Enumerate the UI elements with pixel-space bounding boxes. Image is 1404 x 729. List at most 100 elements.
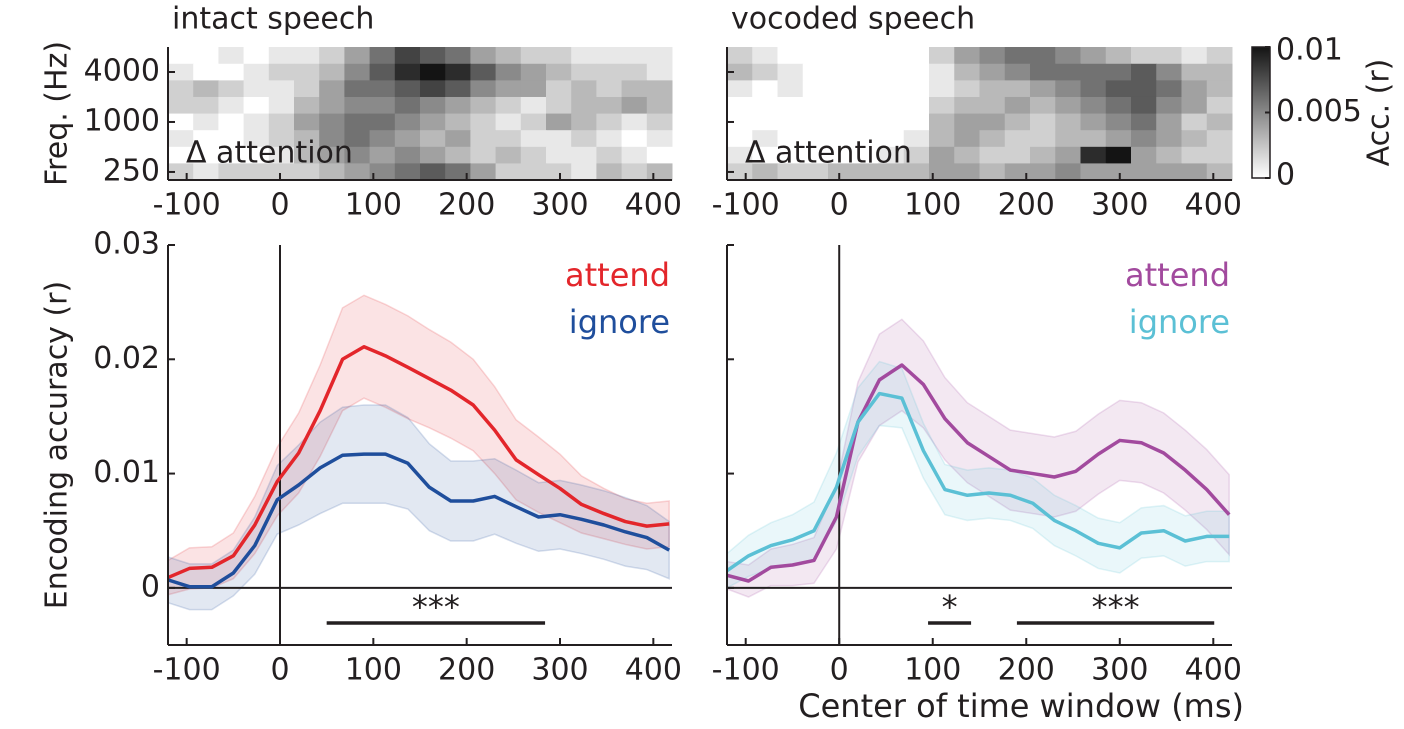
x-tick-label: 400: [1185, 188, 1242, 223]
heatmap-cell: [954, 80, 980, 98]
heatmap-cell: [853, 113, 879, 131]
heatmap-cell: [520, 146, 547, 164]
heatmap-cell: [394, 80, 421, 98]
heatmap-cell: [1105, 47, 1132, 65]
heatmap-cell: [495, 163, 522, 181]
heatmap-cell: [1030, 96, 1056, 115]
error-band: [167, 404, 670, 611]
heatmap-cell: [420, 163, 446, 181]
heatmap-cell: [621, 113, 648, 131]
heatmap-cell: [168, 63, 194, 81]
heatmap-cell: [1131, 130, 1157, 148]
heatmap-cell: [1131, 96, 1157, 115]
heatmap-cell: [1181, 80, 1208, 98]
heatmap-cell: [243, 113, 270, 131]
heatmap-cell: [319, 96, 345, 115]
heatmap-cell: [1055, 96, 1081, 115]
heatmap-cell: [752, 63, 778, 81]
x-tick-label: 100: [904, 188, 961, 223]
heatmap-cell: [218, 113, 245, 131]
y-axis-label: Freq. (Hz): [40, 41, 75, 186]
colorbar-tick-label: 0.005: [1276, 94, 1362, 129]
heatmap-cell: [954, 47, 980, 65]
heatmap-cell: [777, 96, 804, 115]
heatmap-cell: [294, 113, 320, 131]
heatmap-cell: [621, 80, 648, 98]
legend-entry: attend: [1125, 256, 1230, 294]
legend-entry: attend: [565, 256, 670, 294]
heatmap-cell: [777, 163, 804, 181]
heatmap-cell: [929, 47, 955, 65]
heatmap-cell: [394, 113, 421, 131]
heatmap-cell: [369, 130, 396, 148]
heatmap-cell: [1156, 47, 1182, 65]
y-tick-label: 4000: [84, 53, 160, 88]
x-tick-label: 100: [345, 188, 402, 223]
heatmap-cell: [344, 113, 371, 131]
heatmap-cell: [268, 146, 295, 164]
colorbar-tick-label: 0.01: [1276, 33, 1343, 68]
heatmap-cell: [1131, 113, 1157, 131]
heatmap-cell: [369, 113, 396, 131]
heatmap-cell: [646, 96, 673, 115]
heatmap-cell: [445, 146, 471, 164]
heatmap-cell: [979, 163, 1006, 181]
heatmap-cell: [727, 80, 753, 98]
y-tick-label: 0.03: [93, 227, 160, 262]
heatmap-cell: [420, 63, 446, 81]
heatmap-cell: [344, 130, 371, 148]
heatmap-cell: [828, 163, 854, 181]
heatmap-cell: [1055, 113, 1081, 131]
heatmap-cell: [596, 113, 623, 131]
heatmap-cell: [1030, 80, 1056, 98]
heatmap-cell: [420, 47, 446, 65]
heatmap-cell: [193, 146, 219, 164]
heatmap-cell: [1004, 96, 1031, 115]
heatmap-cell: [193, 63, 219, 81]
heatmap-cell: [294, 163, 320, 181]
heatmap-cell: [243, 146, 270, 164]
heatmap-cell: [853, 146, 879, 164]
heatmap-cell: [1030, 130, 1056, 148]
heatmap-cell: [1080, 130, 1107, 148]
heatmap-cell: [727, 96, 753, 115]
heatmap-cell: [1181, 113, 1208, 131]
heatmap-cell: [954, 96, 980, 115]
heatmap-cell: [903, 130, 930, 148]
colorbar-label: Acc. (r): [1362, 59, 1397, 167]
heatmap-cell: [420, 130, 446, 148]
heatmap-cell: [369, 146, 396, 164]
heatmap-cell: [571, 130, 597, 148]
heatmap-cell: [878, 130, 905, 148]
x-tick-label: 0: [270, 188, 289, 223]
heatmap-cell: [1080, 146, 1107, 164]
heatmap-cell: [1030, 163, 1056, 181]
x-tick-label: -100: [712, 653, 780, 688]
heatmap-cell: [268, 96, 295, 115]
heatmap-cell: [571, 163, 597, 181]
heatmap-cell: [777, 63, 804, 81]
heatmap-cell: [1156, 163, 1182, 181]
heatmap-cell: [420, 146, 446, 164]
heatmap-cell: [394, 146, 421, 164]
heatmap-cell: [1181, 130, 1208, 148]
heatmap-cell: [319, 47, 345, 65]
heatmap-cell: [621, 47, 648, 65]
heatmap-cell: [394, 47, 421, 65]
heatmap-cell: [520, 113, 547, 131]
x-tick-label: 0: [830, 653, 849, 688]
y-tick-label: 0.02: [93, 341, 160, 376]
y-axis-label: Encoding accuracy (r): [40, 281, 75, 609]
heatmap-cell: [828, 146, 854, 164]
heatmap-cell: [777, 146, 804, 164]
heatmap-cell: [168, 130, 194, 148]
heatmap-cell: [344, 146, 371, 164]
heatmap-cell: [520, 163, 547, 181]
heatmap-cell: [1105, 63, 1132, 81]
heatmap-cell: [752, 113, 778, 131]
heatmap-cell: [546, 130, 572, 148]
heatmap-cell: [268, 47, 295, 65]
heatmap-cell: [294, 96, 320, 115]
heatmap-cell: [1055, 146, 1081, 164]
panel-title: intact speech: [172, 2, 374, 37]
